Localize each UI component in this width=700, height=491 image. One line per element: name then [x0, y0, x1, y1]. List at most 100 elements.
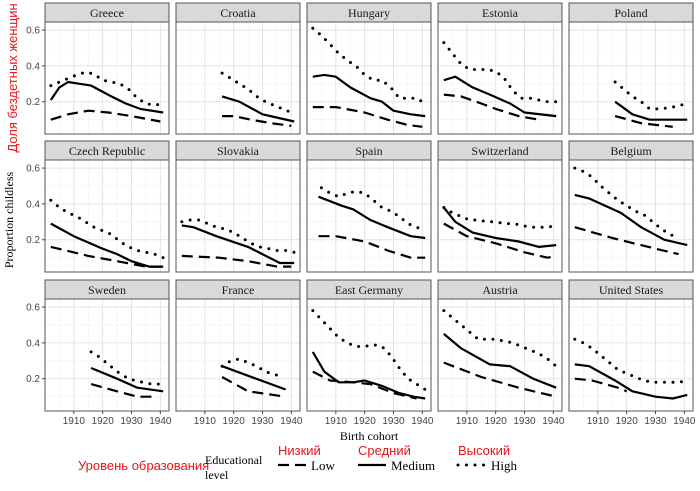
panel-strip — [44, 279, 170, 300]
panel-background — [45, 160, 169, 272]
panel-background — [569, 22, 693, 134]
series-line-high — [49, 70, 165, 107]
legend-label-low: Low — [311, 458, 335, 473]
series-line-low — [614, 115, 673, 128]
panel-austria: Austria 1910 1920 1930 1940 — [437, 279, 565, 427]
x-tick-label: 1930 — [513, 416, 536, 427]
series-line-low — [181, 254, 292, 268]
panel-east-germany: East Germany 1910 1920 1930 1940 — [306, 279, 434, 427]
panel-strip — [437, 2, 563, 23]
panel-strip — [437, 279, 563, 300]
panel-background — [45, 22, 169, 134]
panel-spain: Spain — [306, 140, 432, 273]
panel-strip — [568, 140, 694, 161]
series-line-low — [50, 109, 161, 123]
panel-title: Estonia — [482, 6, 519, 20]
x-tick-label: 1930 — [251, 416, 274, 427]
panel-title: Greece — [90, 6, 124, 20]
y-tick-label: 0.6 — [26, 164, 40, 175]
y-axis-annotation-ru: Доля бездетных женщин — [5, 3, 20, 152]
series-line-high — [89, 350, 162, 386]
series-line-high — [442, 206, 558, 229]
panel-estonia: Estonia — [437, 2, 563, 135]
panel-strip — [175, 140, 301, 161]
legend-label-medium: Medium — [391, 458, 435, 473]
y-tick-label: 0.4 — [26, 61, 40, 72]
series-line-medium — [442, 206, 557, 248]
panel-strip — [44, 2, 170, 23]
x-tick-label: 1910 — [325, 416, 348, 427]
series-line-high — [573, 337, 689, 384]
series-line-high — [442, 309, 558, 368]
panel-strip — [306, 2, 432, 23]
series-line-high — [442, 41, 558, 104]
x-tick-label: 1910 — [587, 416, 610, 427]
panel-background — [176, 160, 300, 272]
y-tick-label: 0.6 — [26, 303, 40, 314]
panel-title: Belgium — [610, 144, 652, 158]
panel-title: United States — [599, 283, 664, 297]
panel-background — [176, 22, 300, 134]
legend: Уровень образования Educational level Lo… — [78, 443, 518, 482]
panel-title: Switzerland — [471, 144, 528, 158]
x-axis-label: Birth cohort — [340, 429, 399, 443]
y-tick-label: 0.4 — [26, 199, 40, 210]
legend-title-line1: Educational — [205, 453, 263, 467]
series-line-medium — [614, 100, 688, 121]
panel-title: Slovakia — [217, 144, 260, 158]
x-tick-label: 1940 — [280, 416, 303, 427]
legend-title-line2: level — [205, 468, 229, 482]
series-line-low — [222, 114, 292, 127]
series-line-medium — [181, 224, 295, 265]
legend-annotation-ru-high: Высокий — [458, 443, 510, 458]
x-tick-label: 1930 — [382, 416, 405, 427]
panel-title: Czech Republic — [69, 144, 145, 158]
x-tick-label: 1930 — [120, 416, 143, 427]
x-tick-label: 1940 — [149, 416, 172, 427]
panel-title: Austria — [482, 283, 518, 297]
series-line-high — [220, 71, 293, 114]
x-tick-label: 1920 — [354, 416, 377, 427]
series-line-medium — [221, 365, 286, 391]
series-line-high — [311, 26, 427, 105]
series-line-high — [180, 218, 296, 254]
y-tick-label: 0.2 — [26, 97, 40, 108]
series-line-low — [574, 377, 628, 393]
panel-title: Spain — [355, 144, 382, 158]
panel-belgium: Belgium — [568, 140, 694, 273]
panel-croatia: Croatia — [175, 2, 301, 135]
x-tick-label: 1910 — [456, 416, 479, 427]
panel-strip — [568, 2, 694, 23]
panel-background — [45, 299, 169, 411]
panel-slovakia: Slovakia — [175, 140, 301, 273]
panel-background — [438, 160, 562, 272]
panel-czech-republic: Czech Republic 0.2 0.4 0.6 — [26, 140, 170, 273]
legend-annotation-ru-low: Низкий — [278, 443, 321, 458]
series-line-low — [90, 383, 158, 398]
y-tick-label: 0.4 — [26, 338, 40, 349]
series-line-low — [574, 226, 679, 256]
panel-background — [569, 160, 693, 272]
x-tick-label: 1920 — [92, 416, 115, 427]
panel-title: Hungary — [348, 6, 390, 20]
panel-strip — [175, 2, 301, 23]
series-line-medium — [49, 80, 164, 114]
panel-strip — [44, 140, 170, 161]
series-line-low — [221, 376, 286, 398]
x-tick-label: 1910 — [194, 416, 217, 427]
series-line-low — [443, 361, 557, 398]
panel-sweden: Sweden 0.2 0.4 0.6 1910 1920 1930 1940 — [26, 279, 172, 427]
series-line-low — [312, 370, 417, 400]
panel-background — [569, 299, 693, 411]
x-tick-label: 1940 — [411, 416, 434, 427]
series-line-medium — [318, 195, 426, 240]
panel-switzerland: Switzerland — [437, 140, 563, 273]
panel-hungary: Hungary — [306, 2, 432, 135]
panel-france: France 1910 1920 1930 1940 — [175, 279, 303, 427]
panel-strip — [568, 279, 694, 300]
